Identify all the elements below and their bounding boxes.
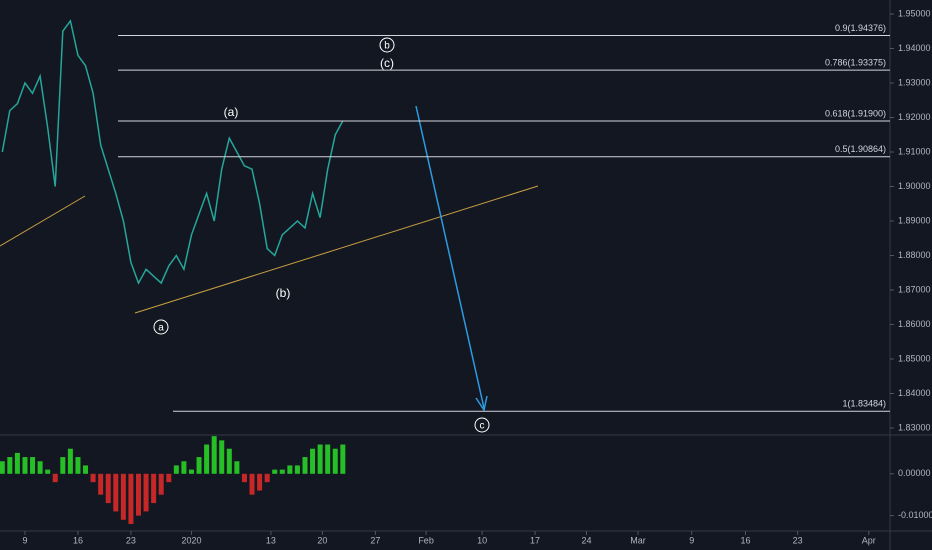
arrow-head <box>475 395 488 412</box>
x-tick-label: Mar <box>630 535 646 545</box>
osc-bar <box>264 473 270 483</box>
projection-arrow <box>415 105 485 409</box>
osc-bar <box>257 473 263 491</box>
wave-circle <box>379 37 395 53</box>
wave-label: a <box>158 323 164 334</box>
osc-bar <box>30 457 36 474</box>
x-tick-label: 24 <box>582 535 592 545</box>
y-tick-label: 0.00000 <box>898 468 931 478</box>
x-tick-label: 23 <box>126 535 136 545</box>
osc-bar <box>75 457 81 474</box>
osc-bar <box>317 444 323 474</box>
osc-bar <box>135 473 141 516</box>
x-tick-label: 17 <box>530 535 540 545</box>
osc-bar <box>45 469 51 474</box>
y-tick-label: 1.83000 <box>898 422 931 432</box>
y-tick-label: 1.89000 <box>898 215 931 225</box>
osc-bar <box>211 436 217 474</box>
osc-bar <box>294 465 300 474</box>
wave-label: b <box>384 41 390 52</box>
y-tick-label: 1.84000 <box>898 388 931 398</box>
wave-label: (c) <box>380 56 394 70</box>
y-tick-label: 1.90000 <box>898 181 931 191</box>
wave-label: (a) <box>224 105 239 119</box>
y-tick-label: 1.88000 <box>898 250 931 260</box>
osc-bar <box>272 469 278 474</box>
wave-label: (b) <box>276 286 291 300</box>
osc-bar <box>310 448 316 474</box>
x-tick-label: 27 <box>370 535 380 545</box>
x-tick-label: 16 <box>740 535 750 545</box>
x-tick-label: Feb <box>418 535 434 545</box>
osc-bar <box>188 469 194 474</box>
osc-bar <box>60 457 66 474</box>
osc-bar <box>332 448 338 474</box>
osc-bar <box>219 440 225 474</box>
y-tick-label: 1.95000 <box>898 8 931 18</box>
y-tick-label: 1.85000 <box>898 353 931 363</box>
x-tick-label: Apr <box>862 535 876 545</box>
wave-circle <box>153 319 169 335</box>
y-tick-label: 1.87000 <box>898 284 931 294</box>
osc-bar <box>249 473 255 495</box>
wave-label: c <box>480 421 485 432</box>
osc-bar <box>0 461 5 474</box>
osc-bar <box>302 457 308 474</box>
osc-bar <box>158 473 164 495</box>
osc-bar <box>241 473 247 483</box>
x-tick-label: 9 <box>689 535 694 545</box>
osc-bar <box>120 473 126 520</box>
x-tick-label: 9 <box>22 535 27 545</box>
y-tick-label: 1.91000 <box>898 146 931 156</box>
osc-bar <box>7 457 13 474</box>
osc-bar <box>128 473 134 524</box>
osc-bar <box>226 448 232 474</box>
osc-bar <box>279 469 285 474</box>
osc-bar <box>340 444 346 474</box>
osc-bar <box>37 461 43 474</box>
x-tick-label: 13 <box>266 535 276 545</box>
fib-label: 0.9(1.94376) <box>835 23 886 33</box>
osc-bar <box>67 448 73 474</box>
fib-label: 1(1.83484) <box>842 399 886 409</box>
fib-label: 0.618(1.91900) <box>825 108 886 118</box>
trendline <box>134 185 539 314</box>
y-tick-label: -0.01000 <box>898 510 932 520</box>
trendline <box>0 195 86 247</box>
osc-bar <box>52 473 58 483</box>
x-tick-label: 23 <box>793 535 803 545</box>
osc-bar <box>113 473 119 512</box>
x-tick-label: 10 <box>477 535 487 545</box>
osc-bar <box>234 461 240 474</box>
osc-bar <box>173 465 179 474</box>
y-tick-label: 1.86000 <box>898 319 931 329</box>
osc-bar <box>325 444 331 474</box>
wave-circle <box>474 417 490 433</box>
price-line <box>1 19 344 285</box>
y-tick-label: 1.94000 <box>898 43 931 53</box>
osc-bar <box>14 452 20 474</box>
osc-bar <box>287 465 293 474</box>
osc-bar <box>166 473 172 483</box>
osc-bar <box>90 473 96 483</box>
osc-bar <box>151 473 157 504</box>
x-tick-label: 16 <box>73 535 83 545</box>
x-tick-label: 2020 <box>181 535 201 545</box>
osc-bar <box>105 473 111 504</box>
osc-bar <box>204 444 210 474</box>
x-tick-label: 20 <box>317 535 327 545</box>
osc-bar <box>143 473 149 512</box>
y-tick-label: 1.93000 <box>898 77 931 87</box>
fib-label: 0.786(1.93375) <box>825 57 886 67</box>
fib-label: 0.5(1.90864) <box>835 144 886 154</box>
y-tick-label: 1.92000 <box>898 112 931 122</box>
osc-bar <box>83 465 89 474</box>
osc-bar <box>196 457 202 474</box>
osc-bar <box>98 473 104 495</box>
osc-bar <box>181 461 187 474</box>
osc-bar <box>22 457 28 474</box>
